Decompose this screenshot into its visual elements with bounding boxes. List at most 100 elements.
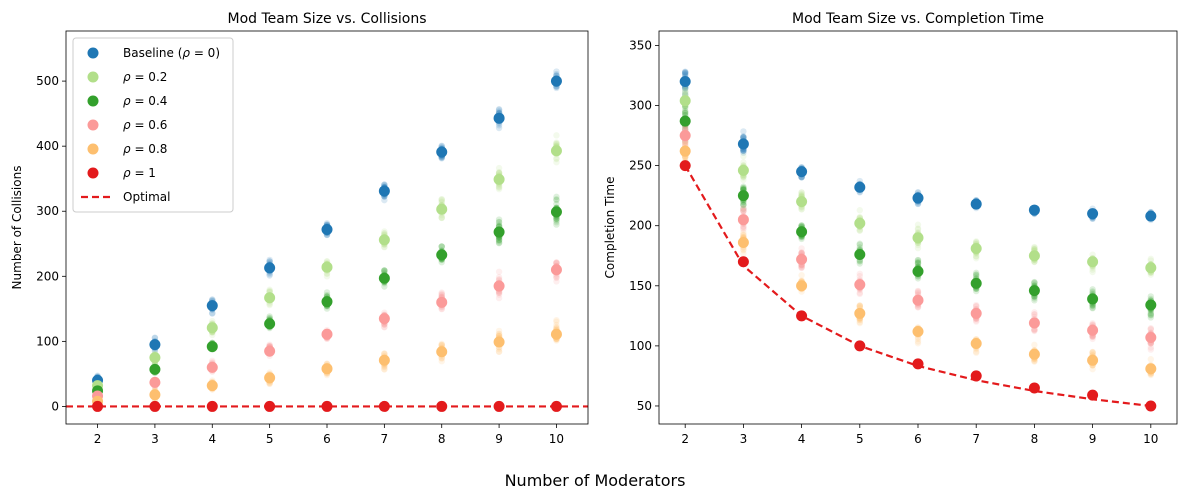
- replicate-point: [381, 267, 388, 274]
- mean-point: [1145, 262, 1157, 274]
- mean-point: [550, 145, 562, 157]
- mean-point: [1087, 256, 1099, 268]
- mean-point: [912, 325, 924, 337]
- replicate-point: [740, 231, 747, 239]
- replicate-point: [438, 291, 445, 298]
- mean-point: [796, 196, 808, 208]
- replicate-point: [381, 283, 388, 290]
- replicate-point: [681, 125, 689, 132]
- replicate-point: [856, 290, 863, 298]
- replicate-point: [495, 216, 503, 223]
- replicate-point: [438, 341, 445, 349]
- replicate-point: [681, 140, 689, 147]
- mean-point: [149, 376, 161, 388]
- replicate-point: [1089, 268, 1096, 276]
- mean-point: [796, 280, 808, 292]
- replicate-point: [681, 139, 689, 146]
- replicate-point: [914, 244, 922, 252]
- replicate-point: [914, 335, 922, 343]
- replicate-point: [856, 227, 863, 234]
- replicate-point: [438, 243, 445, 250]
- mean-point: [737, 214, 749, 226]
- replicate-point: [1089, 304, 1096, 312]
- y-tick-label: 150: [629, 279, 652, 293]
- replicate-point: [914, 303, 922, 311]
- replicate-point: [381, 365, 388, 373]
- replicate-point: [381, 228, 388, 235]
- plot-area: [679, 68, 1157, 412]
- replicate-point: [553, 68, 560, 75]
- mean-point: [436, 203, 448, 215]
- replicate-point: [914, 304, 922, 311]
- x-tick-label: 7: [972, 432, 980, 446]
- mean-point: [206, 300, 218, 312]
- replicate-point: [1147, 312, 1155, 319]
- replicate-point: [740, 133, 747, 140]
- mean-point: [264, 400, 276, 412]
- mean-point: [321, 296, 333, 308]
- mean-point: [92, 400, 104, 412]
- mean-point: [378, 354, 390, 366]
- replicate-point: [740, 201, 747, 208]
- replicate-point: [495, 289, 503, 297]
- legend-label: Baseline (ρ = 0): [123, 46, 220, 60]
- replicate-point: [856, 289, 863, 297]
- replicate-point: [553, 193, 560, 201]
- replicate-point: [1147, 293, 1155, 300]
- axes-frame: [65, 30, 589, 425]
- x-tick-label: 10: [549, 432, 564, 446]
- replicate-point: [495, 185, 503, 193]
- replicate-point: [438, 291, 445, 299]
- mean-point: [679, 160, 691, 172]
- replicate-point: [1147, 356, 1155, 363]
- legend-box: [72, 37, 234, 213]
- plot-area: [66, 68, 588, 412]
- replicate-point: [495, 236, 503, 244]
- mean-point: [264, 345, 276, 357]
- legend-swatch-marker: [87, 143, 99, 155]
- replicate-point: [856, 302, 863, 309]
- replicate-point: [553, 139, 560, 146]
- x-tick-label: 9: [495, 432, 503, 446]
- replicate-point: [553, 196, 560, 203]
- replicate-point: [1147, 255, 1155, 263]
- mean-point: [679, 95, 691, 107]
- mean-point: [912, 192, 924, 204]
- replicate-point: [1089, 288, 1096, 295]
- mean-point: [1087, 389, 1099, 401]
- replicate-point: [553, 278, 560, 285]
- x-tick-label: 3: [151, 432, 159, 446]
- replicate-point: [856, 240, 863, 247]
- mean-point: [378, 313, 390, 325]
- replicate-point: [740, 226, 747, 233]
- replicate-point: [209, 310, 216, 317]
- mean-point: [854, 181, 866, 193]
- replicate-point: [681, 68, 689, 76]
- replicate-point: [266, 272, 273, 279]
- replicate-point: [740, 176, 747, 184]
- replicate-point: [681, 109, 689, 116]
- replicate-point: [1031, 280, 1038, 287]
- replicate-point: [856, 319, 863, 327]
- mean-point: [737, 190, 749, 202]
- mean-point: [1087, 208, 1099, 220]
- mean-point: [679, 75, 691, 87]
- y-tick-label: 200: [36, 269, 59, 283]
- replicate-point: [553, 215, 560, 223]
- x-tick-label: 8: [1031, 432, 1039, 446]
- replicate-point: [914, 260, 922, 267]
- shared-x-axis-label: Number of Moderators: [505, 471, 686, 490]
- mean-point: [436, 346, 448, 358]
- replicate-point: [209, 309, 216, 317]
- mean-point: [1145, 400, 1157, 412]
- replicate-point: [914, 275, 922, 282]
- mean-point: [436, 296, 448, 308]
- replicate-point: [495, 327, 503, 335]
- mean-point: [493, 173, 505, 185]
- replicate-point: [1089, 349, 1096, 356]
- replicate-point: [681, 88, 689, 95]
- replicate-point: [681, 88, 689, 96]
- replicate-point: [914, 221, 922, 228]
- replicate-point: [553, 318, 560, 325]
- replicate-point: [740, 133, 747, 141]
